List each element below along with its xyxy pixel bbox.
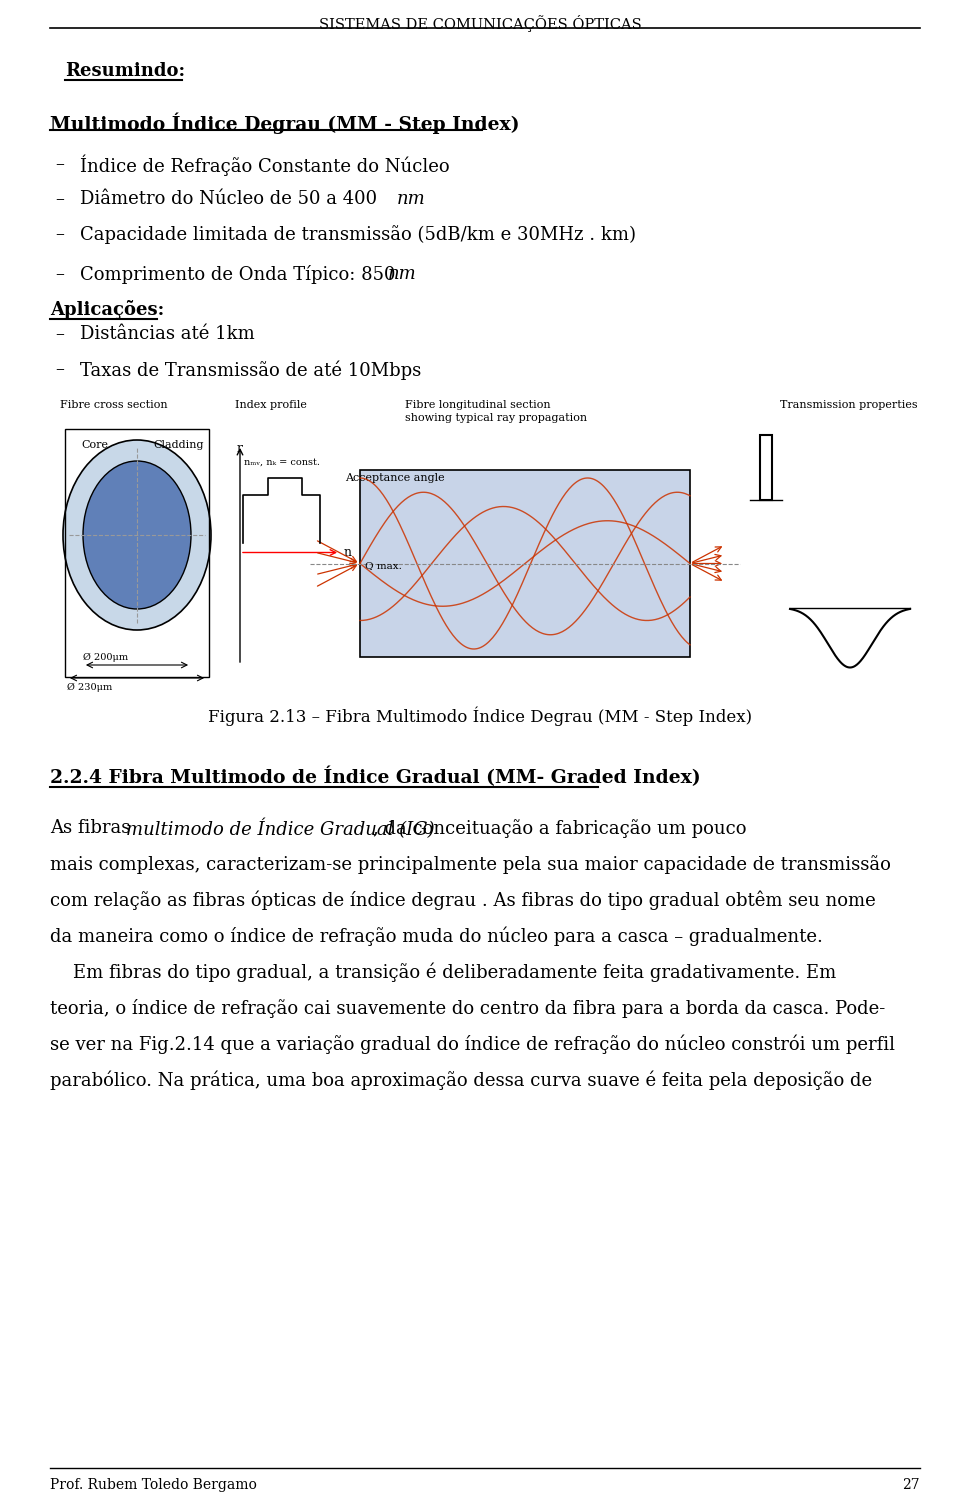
Text: Capacidade limitada de transmissão (5dB/km e 30MHz . km): Capacidade limitada de transmissão (5dB/… [80,225,636,243]
Text: Ø 200μm: Ø 200μm [83,653,128,662]
Text: –: – [55,264,64,282]
Text: Em fibras do tipo gradual, a transição é deliberadamente feita gradativamente. E: Em fibras do tipo gradual, a transição é… [50,963,836,982]
Text: mais complexas, caracterizam-se principalmente pela sua maior capacidade de tran: mais complexas, caracterizam-se principa… [50,855,891,874]
Text: da maneira como o índice de refração muda do núcleo para a casca – gradualmente.: da maneira como o índice de refração mud… [50,927,823,946]
Text: As fibras: As fibras [50,819,136,837]
Ellipse shape [63,440,211,629]
Text: –: – [55,155,64,173]
Text: Q max.: Q max. [365,562,402,569]
Text: Diâmetro do Núcleo de 50 a 400: Diâmetro do Núcleo de 50 a 400 [80,189,383,207]
Text: Resumindo:: Resumindo: [65,62,185,80]
Text: se ver na Fig.2.14 que a variação gradual do índice de refração do núcleo constr: se ver na Fig.2.14 que a variação gradua… [50,1035,895,1054]
Text: Taxas de Transmissão de até 10Mbps: Taxas de Transmissão de até 10Mbps [80,360,421,380]
Text: –: – [55,324,64,342]
Text: multimodo de Índice Gradual (IG): multimodo de Índice Gradual (IG) [126,819,435,840]
Text: Fibre cross section: Fibre cross section [60,400,168,410]
Text: Acceptance angle: Acceptance angle [345,473,444,484]
Ellipse shape [83,461,191,608]
Text: nₘᵥ, nₖ = const.: nₘᵥ, nₖ = const. [244,458,320,467]
Text: Core: Core [82,440,108,451]
Text: Aplicações:: Aplicações: [50,300,164,318]
Text: nm: nm [397,189,425,207]
Text: –: – [55,189,64,207]
Text: r: r [237,442,243,455]
Text: nm: nm [388,264,417,282]
Text: Comprimento de Onda Típico: 850: Comprimento de Onda Típico: 850 [80,264,401,284]
Text: Fibre longitudinal section: Fibre longitudinal section [405,400,551,410]
Text: Index profile: Index profile [235,400,307,410]
Text: 2.2.4 Fibra Multimodo de Índice Gradual (MM- Graded Index): 2.2.4 Fibra Multimodo de Índice Gradual … [50,768,701,787]
Bar [65,430,209,677]
Text: Distâncias até 1km: Distâncias até 1km [80,324,254,342]
Bar [760,436,772,500]
Text: Ø 230μm: Ø 230μm [67,683,112,692]
Text: Cladding: Cladding [154,440,204,451]
Text: Multimodo Índice Degrau (MM - Step Index): Multimodo Índice Degrau (MM - Step Index… [50,113,519,134]
Text: Índice de Refração Constante do Núcleo: Índice de Refração Constante do Núcleo [80,155,449,177]
Text: Prof. Rubem Toledo Bergamo: Prof. Rubem Toledo Bergamo [50,1478,257,1491]
Text: , da conceituação a fabricação um pouco: , da conceituação a fabricação um pouco [373,819,747,838]
Text: showing typical ray propagation: showing typical ray propagation [405,413,588,424]
Bar [360,470,690,656]
Text: –: – [55,360,64,379]
Text: teoria, o índice de refração cai suavemente do centro da fibra para a borda da c: teoria, o índice de refração cai suaveme… [50,999,885,1018]
Text: 27: 27 [902,1478,920,1491]
Text: Transmission properties: Transmission properties [780,400,918,410]
Text: –: – [55,225,64,243]
Text: n: n [344,547,352,559]
Text: parabólico. Na prática, uma boa aproximação dessa curva suave é feita pela depos: parabólico. Na prática, uma boa aproxima… [50,1071,872,1090]
Text: Figura 2.13 – Fibra Multimodo Índice Degrau (MM - Step Index): Figura 2.13 – Fibra Multimodo Índice Deg… [208,707,752,727]
Text: SISTEMAS DE COMUNICAÇÕES ÓPTICAS: SISTEMAS DE COMUNICAÇÕES ÓPTICAS [319,15,641,32]
Text: com relação as fibras ópticas de índice degrau . As fibras do tipo gradual obtêm: com relação as fibras ópticas de índice … [50,891,876,910]
